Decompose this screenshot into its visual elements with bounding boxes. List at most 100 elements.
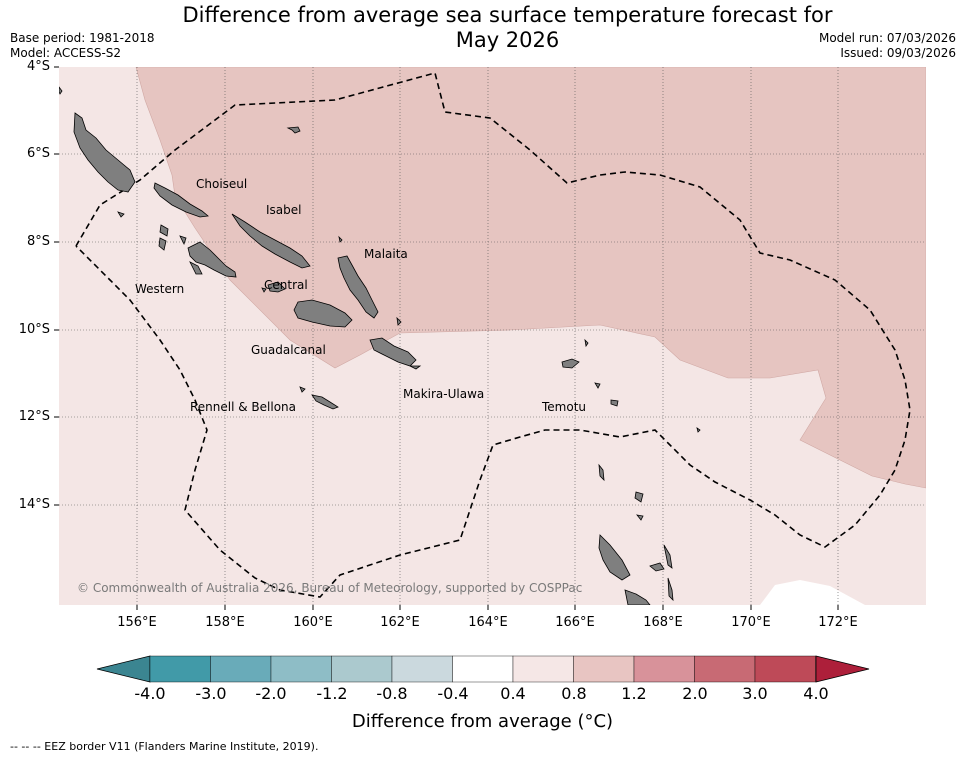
malakula: [624, 589, 651, 605]
malaita-island: [337, 255, 379, 319]
colorbar-cell: [754, 655, 816, 683]
model-run-text: Model run: 07/03/2026: [818, 31, 956, 45]
label-central: Central: [264, 278, 308, 292]
islands: [59, 86, 701, 605]
colorbar-tick-neg0-8: -0.8: [376, 684, 408, 703]
title-line-2: May 2026: [455, 28, 560, 52]
title-line-1: Difference from average sea surface temp…: [182, 3, 833, 27]
colorbar-extend-high: [815, 655, 870, 683]
florida-islands: [267, 281, 286, 293]
shortland-islands: [117, 211, 125, 218]
buka-island: [59, 86, 63, 95]
colorbar-label: Difference from average (°C): [351, 711, 614, 732]
choiseul-island: [153, 182, 209, 218]
colorbar-cell: [512, 655, 574, 683]
lat-tick-4s: 4°S: [26, 59, 50, 74]
lon-tick-156e: 156°E: [117, 615, 157, 630]
reef-islands: [584, 338, 589, 348]
vanikoro: [610, 399, 619, 407]
rennell-island: [311, 394, 339, 410]
lon-tick-172e: 172°E: [818, 615, 858, 630]
label-malaita: Malaita: [364, 247, 408, 261]
nendo-island: [561, 358, 580, 369]
torres-islands: [598, 463, 605, 482]
label-rennell-bellona: Rennell & Bellona: [190, 400, 296, 414]
ontong-java: [286, 126, 301, 134]
colorbar-cell: [270, 655, 332, 683]
colorbar-cell: [149, 655, 211, 683]
tikopia: [696, 427, 701, 433]
colorbar-tick-1-2: 1.2: [621, 684, 647, 703]
ulawa: [409, 365, 422, 370]
ambae: [649, 562, 665, 572]
colorbar-tick-2-0: 2.0: [682, 684, 708, 703]
vella-lavella: [159, 224, 169, 237]
eez-footnote: -- -- -- EEZ border V11 (Flanders Marine…: [10, 740, 319, 753]
lat-tick-14s: 14°S: [18, 497, 50, 512]
maewo: [663, 544, 673, 569]
small-malaita: [396, 316, 402, 326]
colorbar-tick-neg3-0: -3.0: [195, 684, 227, 703]
grid-lines: [59, 67, 926, 605]
lon-tick-158e: 158°E: [205, 615, 245, 630]
banks-islands: [634, 491, 644, 503]
label-guadalcanal: Guadalcanal: [251, 343, 326, 357]
utupua: [594, 382, 601, 389]
rendova: [189, 261, 203, 275]
bellona-island: [299, 386, 306, 393]
colorbar-tick-0-4: 0.4: [500, 684, 526, 703]
gizo-islet: [179, 235, 187, 246]
savo: [261, 287, 267, 293]
meta-left: Base period: 1981-2018 Model: ACCESS-S2: [10, 31, 155, 61]
copyright-text: © Commonwealth of Australia 2026, Bureau…: [77, 581, 582, 595]
model-text: Model: ACCESS-S2: [10, 46, 122, 60]
lon-tick-166e: 166°E: [555, 615, 595, 630]
colorbar-tick-3-0: 3.0: [742, 684, 768, 703]
colorbar-tick-neg2-0: -2.0: [255, 684, 287, 703]
lat-tick-10s: 10°S: [18, 322, 50, 337]
colorbar-cells: [149, 655, 816, 683]
colorbar-cell: [694, 655, 756, 683]
lat-tick-8s: 8°S: [26, 234, 50, 249]
label-temotu: Temotu: [541, 400, 586, 414]
colorbar: [96, 655, 870, 683]
label-choiseul: Choiseul: [196, 177, 247, 191]
colorbar-tick-neg0-4: -0.4: [437, 684, 469, 703]
label-makira-ulawa: Makira-Ulawa: [403, 387, 484, 401]
colorbar-cell: [633, 655, 695, 683]
axis-ticks: [54, 66, 839, 610]
lat-tick-12s: 12°S: [18, 409, 50, 424]
espiritu-santo: [598, 534, 631, 581]
eez-border: [75, 72, 911, 598]
colorbar-cell: [452, 655, 514, 683]
colorbar-tick-4-0: 4.0: [803, 684, 829, 703]
pentecost: [667, 577, 674, 602]
colorbar-cell: [391, 655, 453, 683]
lon-tick-168e: 168°E: [643, 615, 683, 630]
colorbar-cell: [573, 655, 635, 683]
guadalcanal-island: [293, 299, 353, 328]
label-western: Western: [135, 282, 184, 296]
colorbar-cell: [210, 655, 272, 683]
makira-island: [369, 337, 417, 367]
map-figure: Choiseul Isabel Malaita Western Central …: [54, 66, 926, 610]
chart-title: Difference from average sea surface temp…: [150, 3, 865, 53]
colorbar-extend-low: [96, 655, 151, 683]
colorbar-tick-neg4-0: -4.0: [134, 684, 166, 703]
santa-isabel: [231, 213, 311, 269]
no-data-region-bottom: [760, 580, 865, 605]
province-labels: Choiseul Isabel Malaita Western Central …: [135, 177, 586, 414]
base-period-text: Base period: 1981-2018: [10, 31, 155, 45]
map-area: Choiseul Isabel Malaita Western Central …: [59, 67, 926, 605]
kolombangara: [158, 237, 167, 251]
colorbar-tick-0-8: 0.8: [561, 684, 587, 703]
bougainville-island: [73, 112, 136, 193]
colorbar-tick-neg1-2: -1.2: [316, 684, 348, 703]
sikaiana: [338, 235, 343, 243]
lon-tick-160e: 160°E: [293, 615, 333, 630]
new-georgia: [187, 241, 237, 278]
lon-tick-162e: 162°E: [380, 615, 420, 630]
banks-islet: [636, 514, 644, 521]
colorbar-cell: [331, 655, 393, 683]
lon-tick-164e: 164°E: [468, 615, 508, 630]
